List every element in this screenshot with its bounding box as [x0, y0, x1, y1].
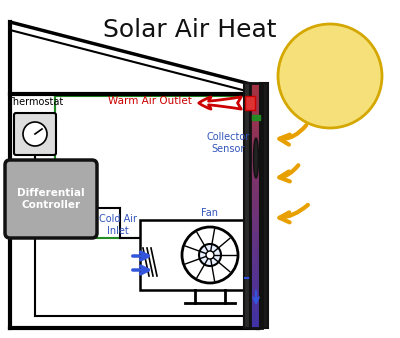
- Circle shape: [278, 24, 382, 128]
- Bar: [250, 223, 262, 230]
- Bar: [250, 162, 262, 169]
- Bar: [250, 205, 262, 212]
- FancyBboxPatch shape: [5, 160, 97, 238]
- Bar: [250, 107, 262, 114]
- Bar: [250, 95, 262, 101]
- Bar: [252, 115, 260, 120]
- Bar: [250, 125, 262, 132]
- Bar: [250, 150, 262, 156]
- Bar: [250, 230, 262, 236]
- Bar: [250, 180, 262, 187]
- Bar: [250, 260, 262, 267]
- Text: Collector
Sensor: Collector Sensor: [206, 132, 250, 154]
- FancyBboxPatch shape: [14, 113, 56, 155]
- Bar: [250, 168, 262, 175]
- Bar: [250, 144, 262, 150]
- Bar: [244, 83, 250, 328]
- Bar: [250, 83, 262, 328]
- Bar: [250, 131, 262, 138]
- Bar: [250, 242, 262, 248]
- Bar: [250, 174, 262, 181]
- Bar: [140, 220, 250, 290]
- Bar: [245, 96, 255, 110]
- Ellipse shape: [254, 138, 258, 178]
- Bar: [250, 211, 262, 218]
- Bar: [250, 248, 262, 255]
- Bar: [250, 285, 262, 291]
- Bar: [250, 297, 262, 304]
- Bar: [250, 101, 262, 107]
- Bar: [250, 199, 262, 206]
- Bar: [250, 291, 262, 297]
- Bar: [250, 309, 262, 316]
- Bar: [250, 138, 262, 144]
- Text: Thermostat: Thermostat: [7, 97, 63, 107]
- Bar: [250, 315, 262, 322]
- Bar: [250, 193, 262, 199]
- Bar: [260, 83, 268, 328]
- Bar: [250, 82, 262, 89]
- Circle shape: [206, 251, 214, 259]
- Bar: [250, 113, 262, 120]
- Text: Differential
Controller: Differential Controller: [17, 188, 85, 210]
- Text: Solar Air Heat: Solar Air Heat: [103, 18, 277, 42]
- Bar: [250, 236, 262, 242]
- Bar: [250, 119, 262, 126]
- Bar: [250, 266, 262, 273]
- Circle shape: [23, 122, 47, 146]
- Circle shape: [182, 227, 238, 283]
- Bar: [250, 156, 262, 163]
- Bar: [250, 89, 262, 95]
- Text: Warm Air Outlet: Warm Air Outlet: [108, 96, 192, 106]
- Bar: [250, 272, 262, 279]
- Bar: [250, 217, 262, 224]
- Bar: [250, 279, 262, 285]
- Bar: [250, 321, 262, 328]
- Text: Cold Air
Inlet: Cold Air Inlet: [99, 214, 137, 236]
- Bar: [250, 254, 262, 261]
- Circle shape: [199, 244, 221, 266]
- Bar: [250, 303, 262, 310]
- Text: Fan: Fan: [202, 208, 218, 218]
- Bar: [250, 187, 262, 193]
